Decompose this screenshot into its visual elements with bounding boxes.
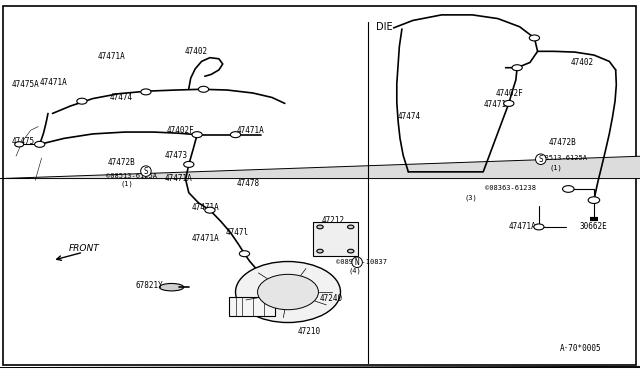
- Text: 47402: 47402: [571, 58, 594, 67]
- Circle shape: [317, 249, 323, 253]
- Text: 47472B: 47472B: [549, 138, 577, 147]
- Text: 47212: 47212: [321, 216, 344, 225]
- Text: 47471A: 47471A: [40, 78, 67, 87]
- Text: A·70*0005: A·70*0005: [560, 344, 602, 353]
- Text: N: N: [355, 258, 360, 267]
- Text: ©08513-6125A: ©08513-6125A: [106, 173, 157, 179]
- Text: 47471A: 47471A: [165, 174, 193, 183]
- Circle shape: [77, 98, 87, 104]
- Text: (4): (4): [349, 267, 362, 274]
- Circle shape: [192, 132, 202, 138]
- Circle shape: [230, 132, 241, 138]
- Text: 47475A: 47475A: [12, 80, 39, 89]
- Polygon shape: [0, 106, 640, 184]
- Circle shape: [588, 197, 600, 203]
- Text: 47240: 47240: [320, 294, 343, 303]
- Text: 47210: 47210: [298, 327, 321, 336]
- Text: (1): (1): [549, 164, 562, 171]
- Text: 47471A: 47471A: [483, 100, 511, 109]
- Text: 47402: 47402: [184, 47, 207, 56]
- Circle shape: [35, 141, 45, 147]
- Text: ©08363-61238: ©08363-61238: [485, 185, 536, 191]
- Circle shape: [205, 207, 215, 213]
- Text: 47471A: 47471A: [97, 52, 125, 61]
- Circle shape: [529, 35, 540, 41]
- Text: FRONT: FRONT: [69, 244, 100, 253]
- Text: S: S: [538, 155, 543, 164]
- Text: ©08513-6125A: ©08513-6125A: [536, 155, 588, 161]
- Circle shape: [317, 225, 323, 229]
- Text: 47475: 47475: [12, 137, 35, 146]
- Text: 47402F: 47402F: [166, 126, 194, 135]
- Text: 30662E: 30662E: [579, 222, 607, 231]
- Text: 47478: 47478: [237, 179, 260, 187]
- Text: 47471A: 47471A: [192, 234, 220, 243]
- Text: DIE: DIE: [376, 22, 393, 32]
- FancyBboxPatch shape: [313, 222, 358, 256]
- Circle shape: [534, 224, 544, 230]
- Circle shape: [15, 142, 24, 147]
- Circle shape: [141, 89, 151, 95]
- Text: 47402F: 47402F: [496, 89, 524, 97]
- Text: 4747l: 4747l: [225, 228, 248, 237]
- Text: S: S: [143, 167, 148, 176]
- Circle shape: [236, 262, 340, 323]
- Circle shape: [504, 100, 514, 106]
- Polygon shape: [0, 339, 640, 368]
- Text: 47471A: 47471A: [509, 222, 536, 231]
- Text: 47471A: 47471A: [192, 203, 220, 212]
- Circle shape: [512, 65, 522, 71]
- Circle shape: [239, 251, 250, 257]
- Circle shape: [257, 274, 319, 310]
- Circle shape: [348, 249, 354, 253]
- FancyBboxPatch shape: [3, 6, 636, 365]
- Text: ©08911-10837: ©08911-10837: [336, 259, 387, 265]
- Ellipse shape: [159, 283, 184, 291]
- Circle shape: [198, 86, 209, 92]
- Text: (3): (3): [464, 195, 477, 201]
- Text: 47472B: 47472B: [108, 158, 135, 167]
- Circle shape: [184, 161, 194, 167]
- Text: 47474: 47474: [398, 112, 421, 121]
- Text: 47471A: 47471A: [237, 126, 264, 135]
- FancyBboxPatch shape: [229, 297, 275, 316]
- Text: 67821Y: 67821Y: [136, 281, 163, 290]
- Circle shape: [348, 225, 354, 229]
- Text: 47473: 47473: [165, 151, 188, 160]
- Circle shape: [563, 186, 574, 192]
- Text: (1): (1): [120, 180, 133, 187]
- Text: 47474: 47474: [110, 93, 133, 102]
